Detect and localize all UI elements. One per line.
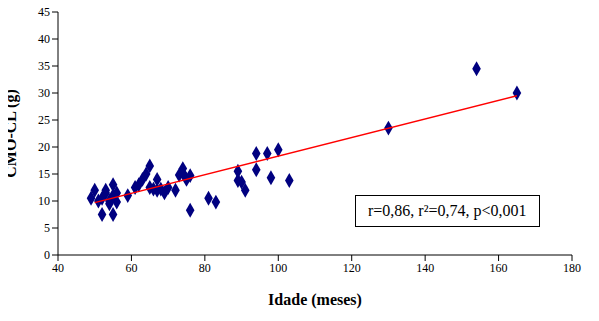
svg-text:140: 140 (416, 261, 434, 275)
svg-text:25: 25 (38, 113, 50, 127)
html-text:r=0,86, r²=0,74, p<0,001: r=0,86, r²=0,74, p<0,001 (368, 202, 527, 219)
svg-text:180: 180 (563, 261, 581, 275)
svg-text:120: 120 (343, 261, 361, 275)
svg-text:0: 0 (44, 248, 50, 262)
svg-text:45: 45 (38, 8, 50, 19)
svg-text:80: 80 (199, 261, 211, 275)
svg-text:60: 60 (125, 261, 137, 275)
svg-text:30: 30 (38, 86, 50, 100)
svg-text:20: 20 (38, 140, 50, 154)
svg-text:35: 35 (38, 59, 50, 73)
svg-text:100: 100 (269, 261, 287, 275)
svg-text:CMO-CL (g): CMO-CL (g) (8, 89, 20, 177)
svg-text:160: 160 (490, 261, 508, 275)
svg-text:Idade (meses): Idade (meses) (268, 291, 362, 309)
svg-text:5: 5 (44, 221, 50, 235)
svg-text:15: 15 (38, 167, 50, 181)
svg-text:40: 40 (38, 32, 50, 46)
svg-text:40: 40 (52, 261, 64, 275)
svg-text:10: 10 (38, 194, 50, 208)
